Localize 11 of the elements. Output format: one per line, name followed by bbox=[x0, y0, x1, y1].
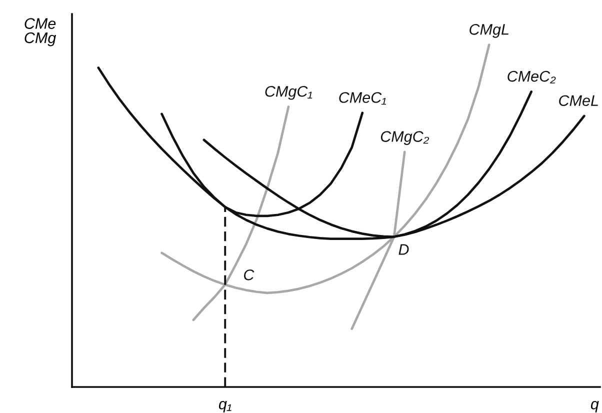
annotation: C bbox=[244, 269, 254, 280]
series-label: CMgC₁ bbox=[265, 86, 312, 100]
x-tick-label: q₁ bbox=[218, 400, 232, 412]
series-label: CMeC₁ bbox=[339, 92, 386, 105]
annotation: D bbox=[398, 244, 409, 255]
series-label: CMgC₂ bbox=[380, 131, 430, 145]
series-label: CMeL bbox=[559, 95, 598, 106]
y-axis-title: CMe CMg bbox=[24, 18, 56, 46]
series-label: CMeC₂ bbox=[508, 70, 556, 84]
series-label: CMgL bbox=[470, 24, 508, 38]
x-tick-label: q bbox=[590, 400, 599, 412]
